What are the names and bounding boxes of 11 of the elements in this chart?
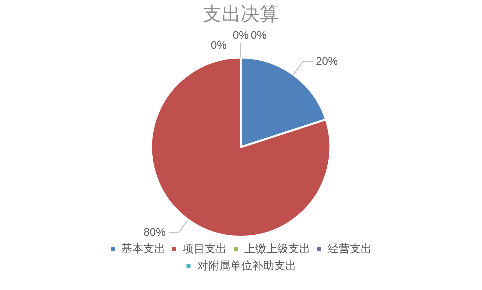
data-label: 80% <box>144 226 166 239</box>
legend-label: 基本支出 <box>122 242 166 256</box>
text: 0% <box>211 40 227 52</box>
legend-label: 上缴上级支出 <box>244 242 310 256</box>
legend-label: 对附属单位补助支出 <box>197 260 296 273</box>
text: 0% <box>251 30 267 42</box>
legend-label: 项目支出 <box>183 242 227 256</box>
data-label: 20% <box>316 56 338 68</box>
chart-title: 支出决算 <box>203 4 279 26</box>
text: 0% <box>233 30 249 42</box>
legend-label: 经营支出 <box>328 242 372 256</box>
